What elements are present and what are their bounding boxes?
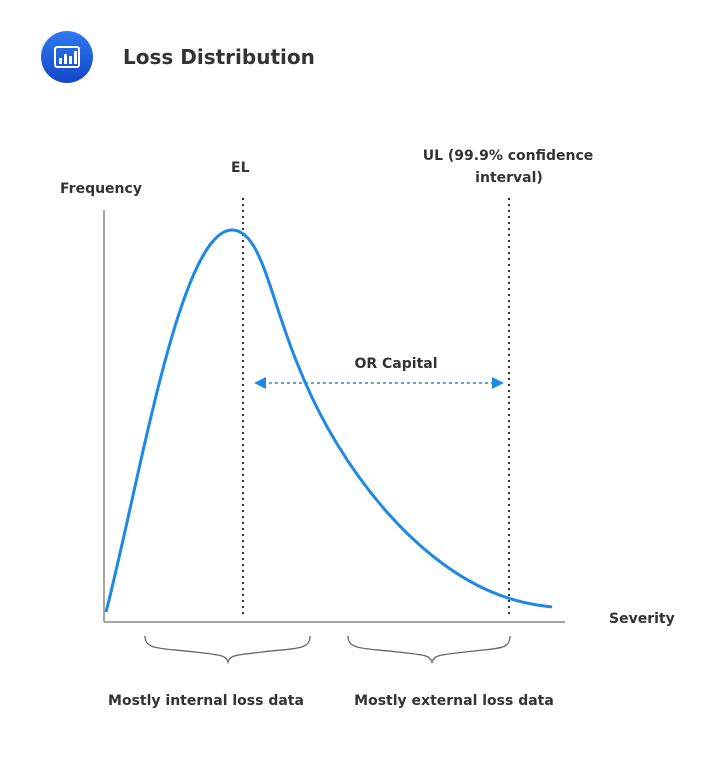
ul-label-line2: interval)	[475, 170, 543, 186]
bar-chart-icon	[41, 31, 93, 83]
ul-label-line1: UL (99.9% confidence	[423, 148, 594, 164]
el-label: EL	[231, 160, 250, 176]
x-axis-label: Severity	[609, 611, 675, 627]
right-brace	[347, 635, 511, 665]
page-title: Loss Distribution	[123, 45, 315, 69]
loss-distribution-curve	[104, 228, 553, 613]
or-capital-label: OR Capital	[354, 356, 437, 372]
right-brace-label: Mostly external loss data	[354, 693, 554, 709]
left-brace-label: Mostly internal loss data	[108, 693, 304, 709]
y-axis-label: Frequency	[60, 181, 142, 197]
left-brace	[144, 635, 311, 665]
